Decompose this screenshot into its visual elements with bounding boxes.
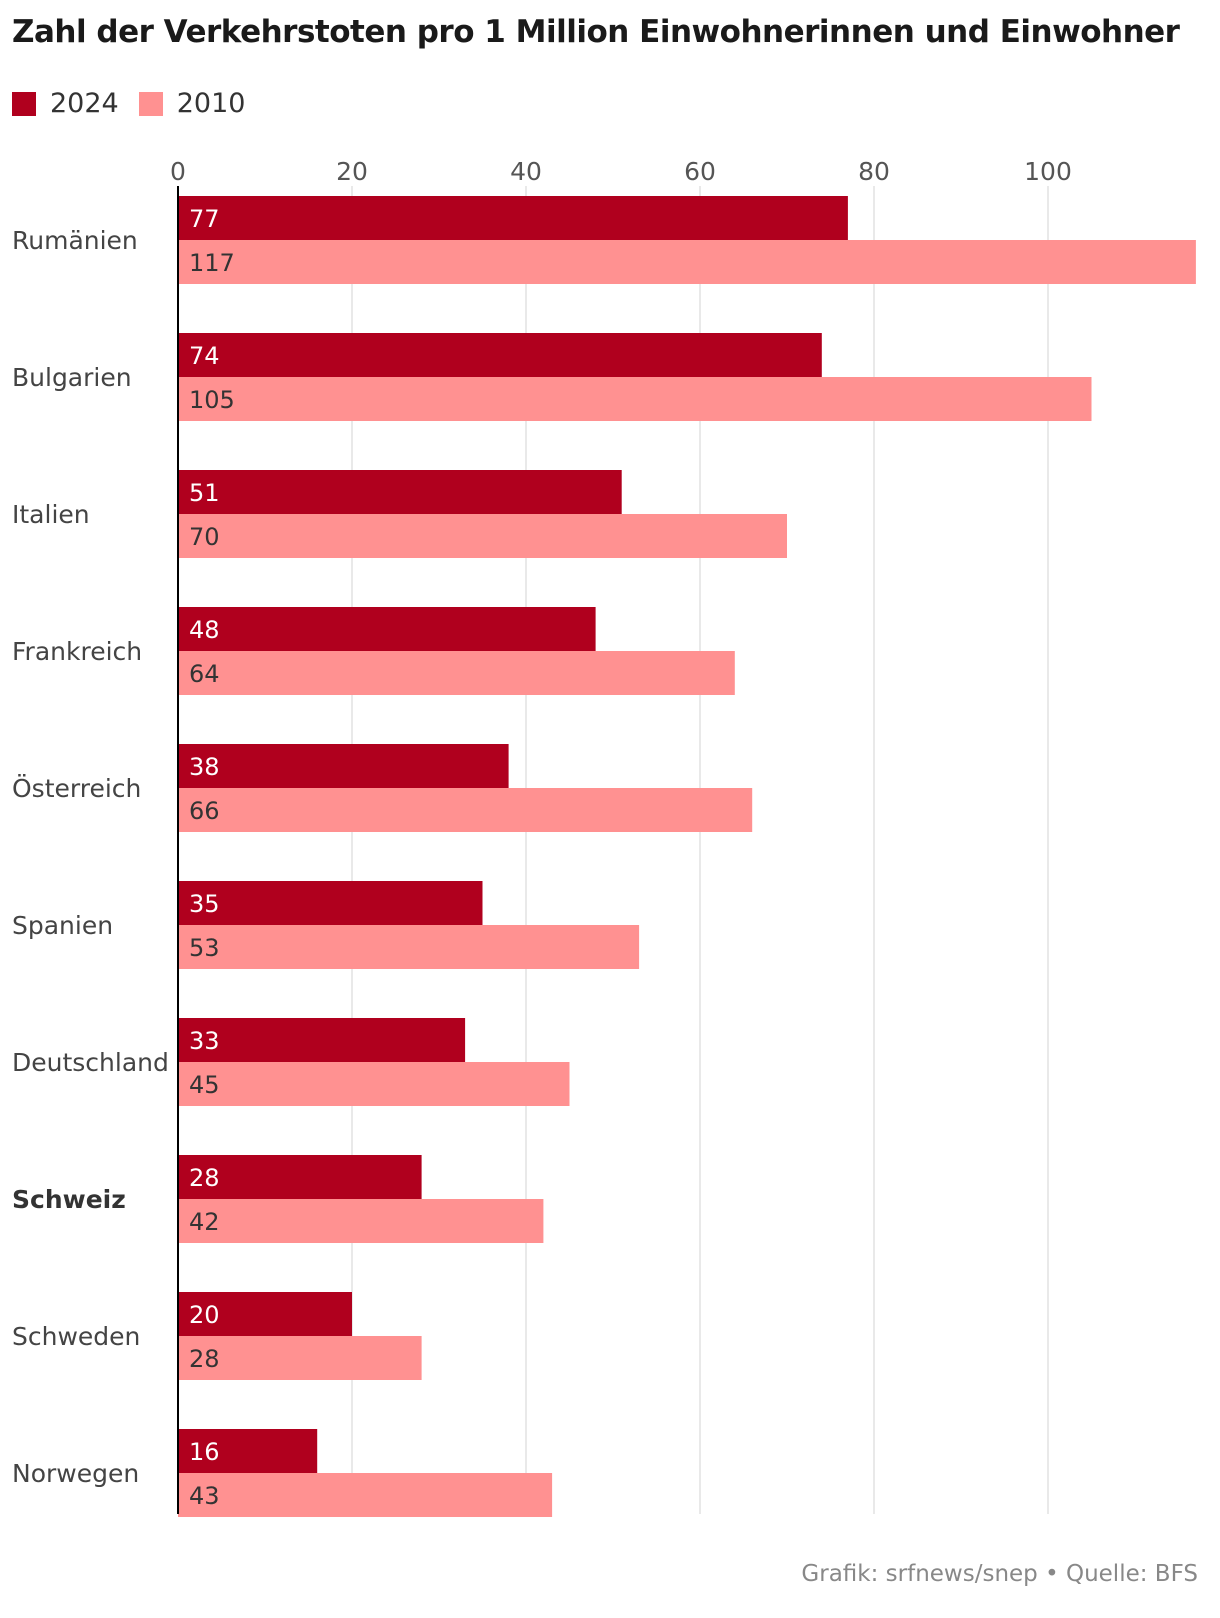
category-label: Bulgarien — [12, 363, 132, 392]
bar-2024 — [178, 470, 622, 514]
bar-2024 — [178, 333, 822, 377]
legend-label-2010: 2010 — [176, 88, 246, 119]
x-tick-label-80: 80 — [858, 157, 890, 186]
category-label: Italien — [12, 500, 90, 529]
bar-value-label-2010: 28 — [189, 1345, 220, 1373]
bar-2024 — [178, 881, 483, 925]
bar-2024 — [178, 1292, 352, 1336]
bar-2010 — [178, 788, 753, 832]
bar-2024 — [178, 1018, 466, 1062]
legend: 2024 2010 — [12, 88, 265, 119]
bar-value-label-2024: 77 — [189, 205, 220, 233]
bar-2024 — [178, 744, 509, 788]
bar-value-label-2010: 53 — [189, 934, 220, 962]
bar-2024 — [178, 1429, 318, 1473]
bar-value-label-2010: 45 — [189, 1071, 220, 1099]
bar-value-label-2010: 64 — [189, 660, 220, 688]
bar-value-label-2024: 28 — [189, 1164, 220, 1192]
x-tick-label-40: 40 — [510, 157, 542, 186]
bar-value-label-2010: 105 — [189, 386, 235, 414]
category-label: Österreich — [12, 774, 141, 803]
bar-value-label-2024: 33 — [189, 1027, 220, 1055]
bar-value-label-2024: 16 — [189, 1438, 220, 1466]
x-tick-label-60: 60 — [684, 157, 716, 186]
bar-chart: 0 20 40 60 80 100 Rumänien 77 117 Bulgarien 74 105 I… — [12, 157, 1196, 1517]
bar-value-label-2010: 42 — [189, 1208, 220, 1236]
bar-value-label-2024: 51 — [189, 479, 220, 507]
category-label: Norwegen — [12, 1459, 139, 1488]
bar-value-label-2010: 70 — [189, 523, 220, 551]
bar-2010 — [178, 377, 1092, 421]
x-tick-label-20: 20 — [336, 157, 368, 186]
bar-value-label-2010: 117 — [189, 249, 235, 277]
chart-title: Zahl der Verkehrstoten pro 1 Million Ein… — [12, 14, 1180, 50]
legend-item-2010: 2010 — [138, 88, 246, 119]
bar-2024 — [178, 607, 596, 651]
bar-2010 — [178, 514, 787, 558]
bar-value-label-2024: 74 — [189, 342, 220, 370]
category-label: Schweiz — [12, 1185, 126, 1214]
bar-2010 — [178, 651, 735, 695]
category-label: Deutschland — [12, 1048, 169, 1077]
bar-value-label-2024: 38 — [189, 753, 220, 781]
bar-2010 — [178, 1062, 570, 1106]
bar-value-label-2010: 66 — [189, 797, 220, 825]
bar-2010 — [178, 1199, 544, 1243]
bar-2010 — [178, 1336, 422, 1380]
bar-value-label-2024: 20 — [189, 1301, 220, 1329]
legend-swatch-2024 — [12, 91, 36, 116]
bar-2010 — [178, 240, 1196, 284]
bar-2024 — [178, 196, 848, 240]
bar-value-label-2024: 35 — [189, 890, 220, 918]
category-label: Frankreich — [12, 637, 142, 666]
bar-2010 — [178, 925, 640, 969]
category-label: Spanien — [12, 911, 113, 940]
source-footer: Grafik: srfnews/snep • Quelle: BFS — [801, 1561, 1198, 1587]
legend-item-2024: 2024 — [12, 88, 119, 119]
bar-value-label-2024: 48 — [189, 616, 220, 644]
x-tick-label-100: 100 — [1024, 157, 1072, 186]
bar-2010 — [178, 1473, 553, 1517]
category-label: Schweden — [12, 1322, 140, 1351]
legend-swatch-2010 — [138, 91, 163, 116]
bar-value-label-2010: 43 — [189, 1482, 220, 1510]
x-tick-label-0: 0 — [170, 157, 186, 186]
bar-2024 — [178, 1155, 422, 1199]
category-label: Rumänien — [12, 226, 138, 255]
legend-label-2024: 2024 — [50, 88, 119, 119]
